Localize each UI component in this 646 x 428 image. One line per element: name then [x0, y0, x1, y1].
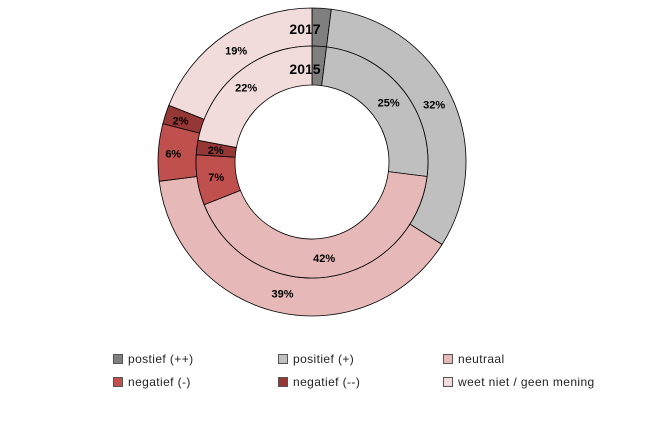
legend-item-1: positief (+)	[278, 352, 354, 366]
legend-item-4: negatief (--)	[278, 375, 360, 389]
legend-swatch-0	[113, 354, 123, 364]
legend-label-4: negatief (--)	[293, 375, 361, 389]
data-label-2017-5: 19%	[225, 45, 247, 57]
legend-label-1: positief (+)	[293, 352, 355, 366]
legend-item-3: negatief (-)	[113, 375, 191, 389]
data-label-2015-5: 22%	[235, 82, 257, 94]
data-label-2015-2: 42%	[313, 253, 335, 265]
legend-label-5: weet niet / geen mening	[458, 375, 595, 389]
legend-label-3: negatief (-)	[128, 375, 191, 389]
ring-label-2017: 2017	[289, 21, 320, 37]
data-label-2017-3: 6%	[165, 149, 181, 161]
data-label-2017-4: 2%	[173, 115, 189, 127]
data-label-2015-1: 25%	[378, 98, 400, 110]
data-label-2015-4: 2%	[208, 145, 224, 157]
legend-item-2: neutraal	[443, 352, 505, 366]
slice-2015-2	[203, 171, 428, 279]
legend-label-0: postief (++)	[128, 352, 194, 366]
legend-swatch-3	[113, 377, 123, 387]
ring-label-2015: 2015	[289, 61, 320, 77]
data-label-2017-2: 39%	[272, 289, 294, 301]
legend-item-5: weet niet / geen mening	[443, 375, 595, 389]
legend-swatch-1	[278, 354, 288, 364]
legend-item-0: postief (++)	[113, 352, 194, 366]
slice-2015-5	[197, 45, 313, 149]
legend-swatch-4	[278, 377, 288, 387]
legend-swatch-2	[443, 354, 453, 364]
legend-label-2: neutraal	[458, 352, 505, 366]
legend-swatch-5	[443, 377, 453, 387]
data-label-2017-1: 32%	[423, 100, 445, 112]
data-label-2015-3: 7%	[208, 172, 224, 184]
